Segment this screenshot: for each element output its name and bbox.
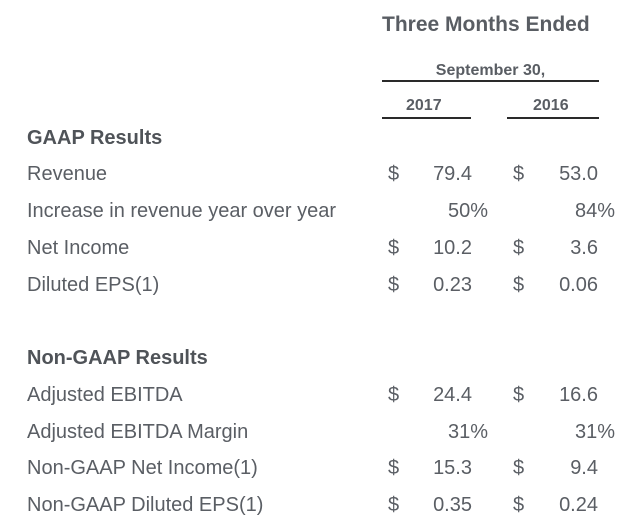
currency-symbol: $	[513, 494, 525, 516]
value-2017: 79.4	[433, 163, 472, 185]
currency-symbol: $	[513, 237, 525, 259]
period-date-heading: September 30,	[435, 62, 546, 79]
row-label: Adjusted EBITDA Margin	[27, 421, 249, 443]
currency-symbol: $	[388, 457, 400, 479]
currency-symbol: $	[388, 163, 400, 185]
value-2017: 15.3	[433, 457, 472, 479]
row-label: Adjusted EBITDA	[27, 384, 183, 406]
value-2017: 0.23	[433, 274, 472, 296]
row-label: Increase in revenue year over year	[27, 200, 337, 222]
year-2016-underline	[507, 117, 599, 119]
row-label: Revenue	[27, 163, 108, 185]
value-2016: 3.6	[570, 237, 598, 259]
value-2016: 31%	[574, 421, 615, 443]
value-2017: 24.4	[433, 384, 472, 406]
period-date-underline	[382, 80, 599, 82]
value-2016: 53.0	[559, 163, 598, 185]
value-2016: 16.6	[559, 384, 598, 406]
value-2017: 50%	[447, 200, 488, 222]
value-2016: 9.4	[570, 457, 598, 479]
currency-symbol: $	[388, 237, 400, 259]
value-2016: 84%	[574, 200, 615, 222]
year-2017-underline	[382, 117, 471, 119]
value-2016: 0.06	[559, 274, 598, 296]
row-label: Net Income	[27, 237, 130, 259]
value-2016: 0.24	[559, 494, 598, 516]
currency-symbol: $	[388, 384, 400, 406]
value-2017: 31%	[447, 421, 488, 443]
currency-symbol: $	[513, 457, 525, 479]
value-2017: 10.2	[433, 237, 472, 259]
currency-symbol: $	[513, 274, 525, 296]
currency-symbol: $	[513, 384, 525, 406]
currency-symbol: $	[513, 163, 525, 185]
year-column-header-2016: 2016	[533, 97, 569, 114]
currency-symbol: $	[388, 494, 400, 516]
gaap-section-title: GAAP Results	[27, 127, 163, 149]
period-heading: Three Months Ended	[382, 13, 590, 36]
value-2017: 0.35	[433, 494, 472, 516]
non-gaap-section-title: Non-GAAP Results	[27, 347, 208, 369]
year-column-header-2017: 2017	[406, 97, 442, 114]
currency-symbol: $	[388, 274, 400, 296]
row-label: Diluted EPS(1)	[27, 274, 160, 296]
row-label: Non-GAAP Net Income(1)	[27, 457, 258, 479]
row-label: Non-GAAP Diluted EPS(1)	[27, 494, 264, 516]
